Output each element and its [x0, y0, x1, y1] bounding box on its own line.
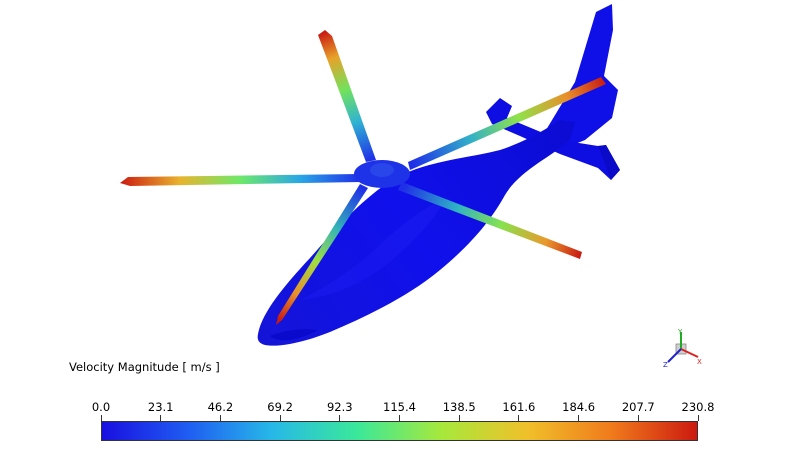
- colorbar-tick-label: 69.2: [267, 400, 293, 414]
- rotor-blade-lower: [276, 184, 368, 325]
- colorbar-tick-label: 92.3: [326, 400, 353, 414]
- rotor-blade-lower-right: [398, 182, 582, 259]
- colorbar-tick-label: 138.5: [442, 400, 476, 414]
- rotor-blade-left: [120, 174, 360, 186]
- colorbar-tick-label: 115.4: [383, 400, 416, 414]
- colorbar-tick-mark: [339, 415, 341, 421]
- triad-z-axis: [667, 348, 682, 363]
- colorbar-tick-mark: [458, 415, 460, 421]
- colorbar-tick-mark: [160, 415, 162, 421]
- colorbar-tick-label: 161.6: [502, 400, 536, 414]
- triad-x-axis: [680, 348, 699, 358]
- axis-triad-icon[interactable]: Y Z X: [662, 328, 704, 370]
- colorbar-tick-marks: [0, 415, 800, 422]
- rotor-blade-upper: [318, 30, 376, 162]
- colorbar-tick-label: 207.7: [621, 400, 655, 414]
- triad-x-label: X: [697, 358, 702, 366]
- colorbar-tick-label: 184.6: [562, 400, 596, 414]
- legend-title: Velocity Magnitude [ m/s ]: [69, 360, 220, 374]
- colorbar-tick-labels: 0.0 23.1 46.2 69.2 92.3 115.4 138.5 161.6 184.6 2…: [0, 400, 800, 414]
- colorbar-tick-mark: [637, 415, 639, 421]
- colorbar-tick-mark: [279, 415, 281, 421]
- colorbar-tick-mark: [578, 415, 580, 421]
- colorbar-tick-mark: [399, 415, 400, 421]
- colorbar-tick-label: 46.2: [207, 400, 234, 414]
- colorbar-tick-mark: [100, 415, 102, 421]
- colorbar-tick-label: 230.8: [681, 400, 715, 414]
- colorbar: [101, 421, 698, 441]
- colorbar-tick-mark: [518, 415, 520, 421]
- fuselage: [257, 120, 575, 346]
- colorbar-tick-mark: [697, 415, 699, 421]
- main-rotor: [120, 30, 606, 325]
- colorbar-tick-label: 0.0: [91, 400, 111, 414]
- triad-y-label: Y: [677, 328, 683, 336]
- rotor-blade-right: [408, 77, 606, 170]
- triad-z-label: Z: [663, 361, 668, 369]
- colorbar-tick-label: 23.1: [147, 400, 174, 414]
- colorbar-tick-mark: [219, 415, 221, 421]
